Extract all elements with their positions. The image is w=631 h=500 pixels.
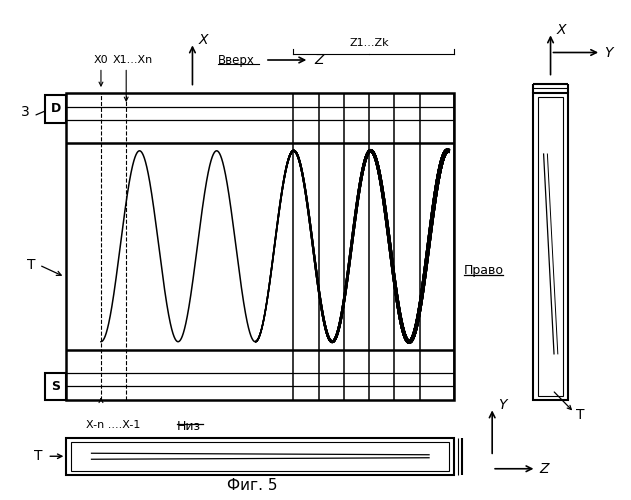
Text: Y: Y bbox=[498, 398, 507, 412]
Text: Низ: Низ bbox=[177, 420, 201, 433]
Text: T: T bbox=[27, 258, 36, 272]
Bar bbox=[533, 92, 568, 400]
Bar bbox=[66, 92, 454, 400]
Text: X-n ....X-1: X-n ....X-1 bbox=[86, 420, 141, 430]
Bar bbox=[71, 442, 449, 471]
Text: D: D bbox=[50, 102, 61, 116]
Text: T: T bbox=[576, 408, 585, 422]
Text: S: S bbox=[51, 380, 61, 393]
Text: Y: Y bbox=[604, 46, 613, 60]
Text: X1...Xn: X1...Xn bbox=[112, 55, 153, 65]
Text: X: X bbox=[199, 33, 208, 47]
Bar bbox=[66, 438, 454, 475]
Text: Право: Право bbox=[464, 264, 504, 278]
Text: Z: Z bbox=[314, 53, 324, 67]
Text: Фиг. 5: Фиг. 5 bbox=[227, 478, 278, 492]
Text: 3: 3 bbox=[21, 106, 30, 120]
Bar bbox=[45, 95, 66, 122]
Bar bbox=[538, 96, 563, 396]
Text: Z1...Zk: Z1...Zk bbox=[350, 38, 389, 48]
Text: X0: X0 bbox=[93, 55, 109, 65]
Text: T: T bbox=[33, 449, 42, 463]
Bar bbox=[45, 372, 66, 400]
Text: Z: Z bbox=[540, 462, 549, 476]
Text: X: X bbox=[557, 23, 567, 37]
Text: Вверх: Вверх bbox=[218, 54, 254, 66]
